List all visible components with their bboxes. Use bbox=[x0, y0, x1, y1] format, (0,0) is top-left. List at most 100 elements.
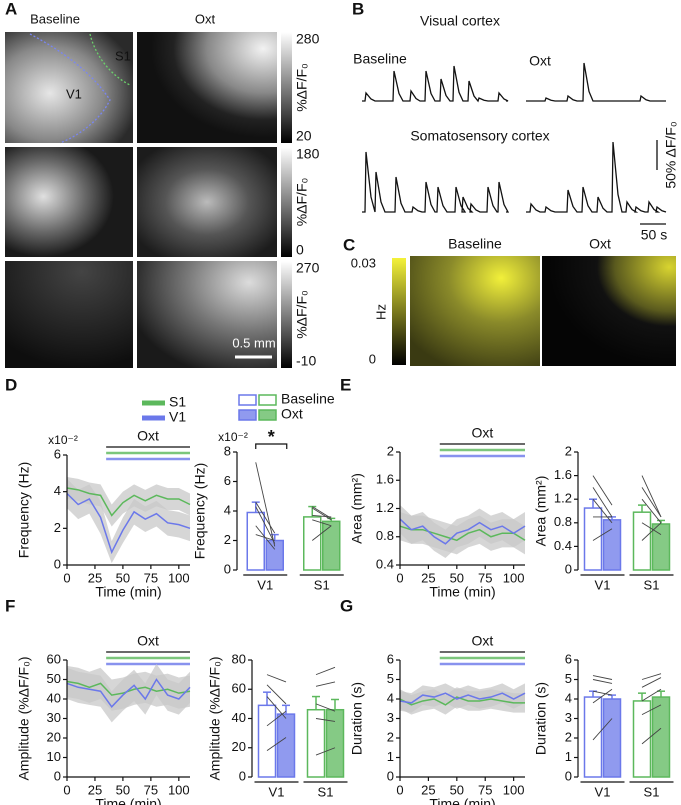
treatment-label: Oxt bbox=[471, 425, 493, 441]
y-tick-label: 5 bbox=[565, 671, 572, 686]
column-title: Baseline bbox=[30, 11, 80, 26]
panel-label: G bbox=[340, 596, 353, 615]
image bbox=[137, 32, 277, 143]
paired-line bbox=[266, 737, 287, 752]
y-tick-label: 1.6 bbox=[554, 467, 572, 482]
y-tick-label: 0 bbox=[54, 768, 61, 783]
image bbox=[410, 256, 540, 366]
x-tick-label: V1 bbox=[595, 577, 611, 592]
bar bbox=[651, 696, 671, 778]
x-tick-label: 75 bbox=[144, 570, 158, 585]
paired-line bbox=[592, 498, 613, 524]
y-tick-label: 0.4 bbox=[376, 556, 394, 571]
y-axis-label: Frequency (Hz) bbox=[192, 463, 208, 559]
image bbox=[5, 147, 133, 257]
y-tick-label: 0.8 bbox=[554, 514, 572, 529]
panel-label: C bbox=[343, 235, 355, 254]
bar bbox=[602, 698, 622, 778]
colorbar bbox=[281, 261, 292, 368]
x-tick-label: 50 bbox=[450, 782, 464, 797]
paired-line bbox=[641, 704, 662, 716]
x-axis-label: Time (min) bbox=[429, 796, 495, 805]
paired-line bbox=[255, 506, 276, 544]
image bbox=[5, 261, 133, 368]
error-band bbox=[67, 663, 190, 723]
y-tick-label: 3 bbox=[387, 710, 394, 725]
treatment-label: Oxt bbox=[471, 633, 493, 649]
colorbar bbox=[281, 32, 292, 143]
y-tick-label: 20 bbox=[47, 729, 61, 744]
x-tick-label: 0 bbox=[396, 570, 403, 585]
colorbar-tick-label: 0 bbox=[369, 351, 376, 366]
paired-line bbox=[592, 688, 613, 704]
y-tick-label: 40 bbox=[232, 710, 246, 725]
y-tick-label: 60 bbox=[232, 681, 246, 696]
panel-label: E bbox=[340, 375, 351, 394]
y-tick-label: 6 bbox=[565, 651, 572, 666]
condition-label: Baseline bbox=[353, 51, 407, 67]
y-axis-label: Amplitude (%ΔF/F₀) bbox=[16, 656, 32, 780]
x-axis-label: Time (min) bbox=[429, 584, 495, 600]
bar bbox=[276, 713, 296, 778]
x-tick-label: 0 bbox=[63, 782, 70, 797]
series-line bbox=[399, 525, 526, 542]
paired-line bbox=[641, 498, 662, 524]
y-tick-label: 2 bbox=[565, 729, 572, 744]
error-band bbox=[67, 477, 190, 527]
image bbox=[137, 261, 277, 368]
y-tick-label: 0 bbox=[565, 768, 572, 783]
paired-line bbox=[641, 522, 662, 535]
scale-label: 50 s bbox=[641, 227, 667, 243]
x-tick-label: 50 bbox=[116, 570, 130, 585]
y-tick-label: 1 bbox=[387, 749, 394, 764]
y-tick-label: 0.4 bbox=[554, 538, 572, 553]
paired-line bbox=[266, 710, 287, 727]
x-tick-label: V1 bbox=[257, 577, 273, 592]
y-tick-label: 30 bbox=[47, 710, 61, 725]
x-axis-label: Time (min) bbox=[95, 796, 161, 805]
y-tick-label: 2 bbox=[565, 443, 572, 458]
panel-label: A bbox=[5, 0, 17, 18]
region-outline bbox=[89, 33, 131, 86]
y-multiplier: x10⁻² bbox=[218, 430, 248, 444]
paired-line bbox=[315, 703, 336, 712]
paired-line bbox=[315, 718, 336, 722]
y-tick-label: 0 bbox=[239, 768, 246, 783]
paired-line bbox=[592, 528, 613, 541]
x-tick-label: 25 bbox=[421, 782, 435, 797]
colorbar-label: %ΔF/F₀ bbox=[294, 178, 310, 227]
trace bbox=[526, 62, 666, 102]
image bbox=[137, 147, 277, 257]
series-line bbox=[399, 518, 526, 545]
colorbar-label: %ΔF/F₀ bbox=[294, 290, 310, 339]
y-tick-label: 50 bbox=[47, 671, 61, 686]
x-tick-label: 75 bbox=[478, 782, 492, 797]
paired-line bbox=[592, 679, 613, 684]
paired-line bbox=[266, 696, 287, 719]
column-title: Oxt bbox=[589, 236, 611, 252]
bar bbox=[632, 511, 652, 571]
x-tick-label: S1 bbox=[318, 784, 334, 799]
colorbar-tick-label: 280 bbox=[296, 31, 320, 47]
column-title: Baseline bbox=[448, 236, 502, 252]
x-tick-label: 25 bbox=[88, 782, 102, 797]
y-axis-label: Area (mm²) bbox=[533, 476, 549, 547]
legend-swatch bbox=[258, 409, 277, 421]
paired-line bbox=[592, 718, 613, 741]
x-axis-label: Time (min) bbox=[95, 584, 161, 600]
y-axis-label: Duration (s) bbox=[533, 682, 549, 755]
image bbox=[5, 32, 133, 143]
x-tick-label: S1 bbox=[644, 577, 660, 592]
colorbar-tick-label: -10 bbox=[296, 353, 316, 369]
legend-swatch bbox=[238, 409, 257, 421]
y-tick-label: 1 bbox=[565, 749, 572, 764]
legend-label: Baseline bbox=[281, 391, 335, 407]
bar bbox=[246, 511, 265, 571]
y-tick-label: 3 bbox=[565, 710, 572, 725]
bar bbox=[303, 516, 322, 571]
y-tick-label: 4 bbox=[565, 690, 572, 705]
x-tick-label: 0 bbox=[396, 782, 403, 797]
y-axis-label: Amplitude (%ΔF/F₀) bbox=[207, 656, 223, 780]
y-tick-label: 8 bbox=[224, 443, 231, 458]
